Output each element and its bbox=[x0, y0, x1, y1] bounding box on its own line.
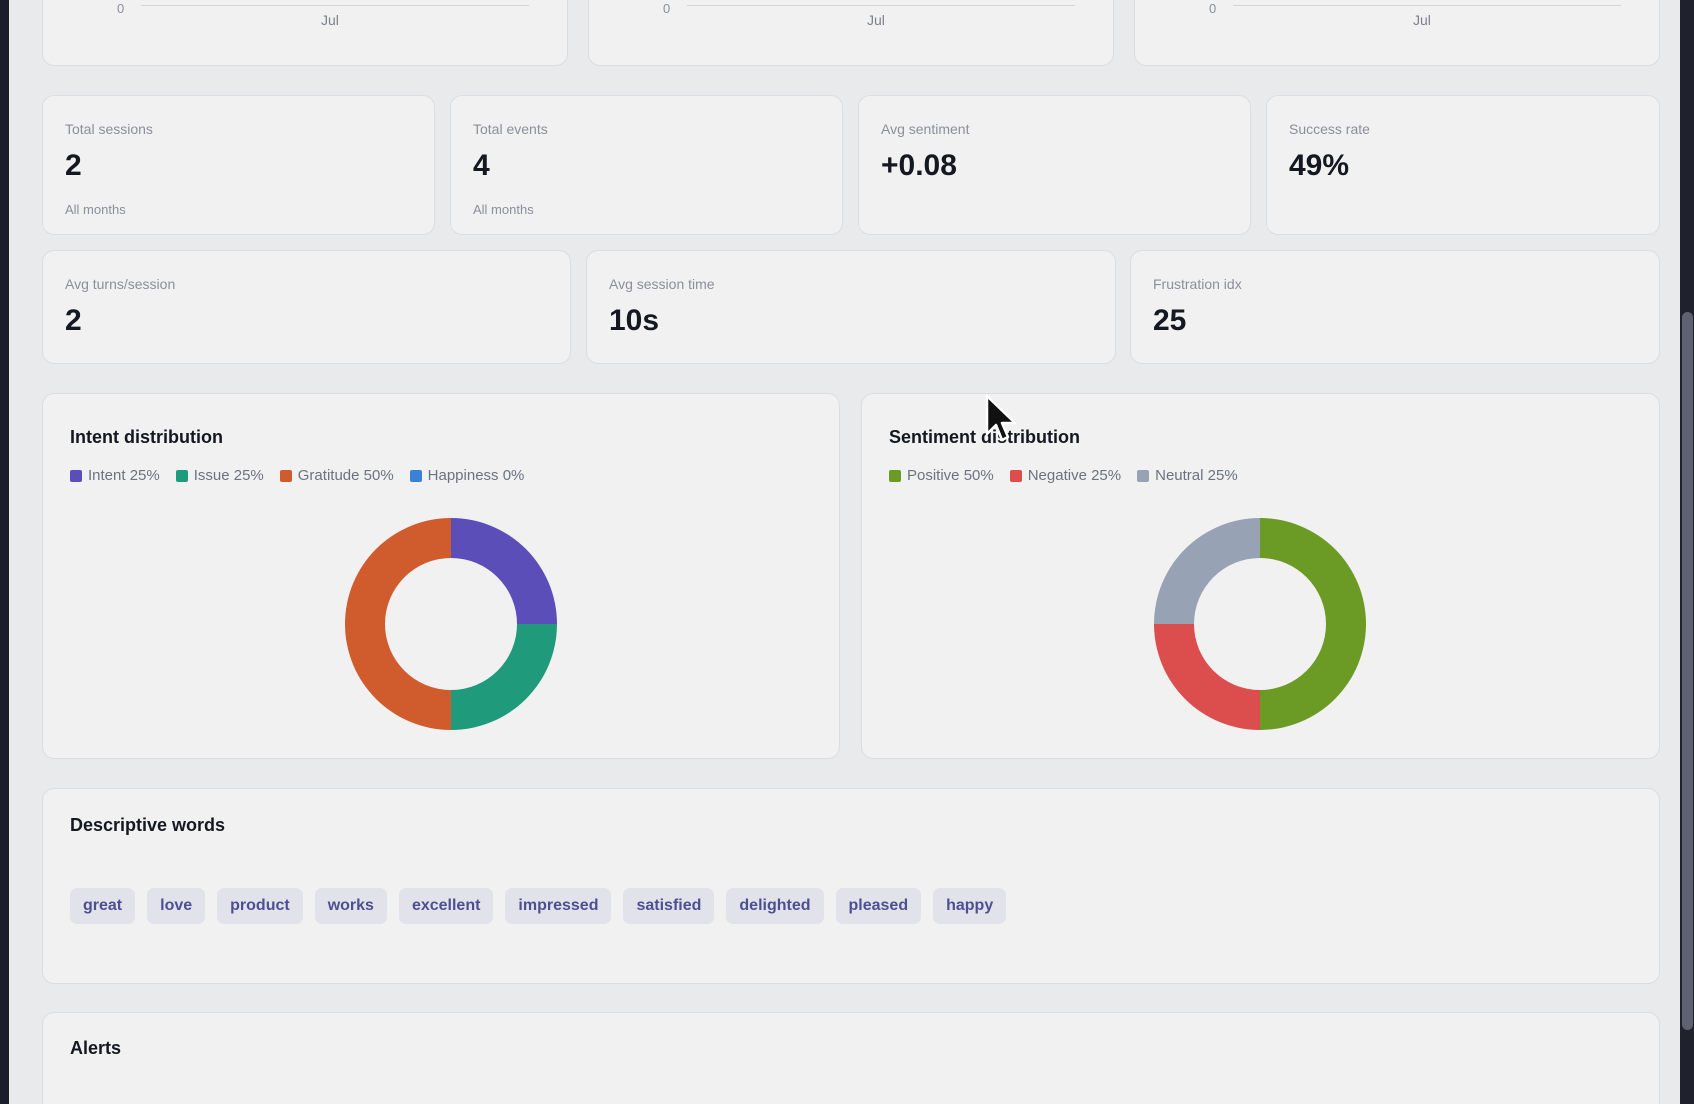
legend-label: Intent 25% bbox=[88, 467, 160, 484]
sentiment-distribution-panel: Sentiment distribution Positive 50% Negat… bbox=[861, 393, 1660, 759]
legend-swatch bbox=[1009, 469, 1022, 482]
stat-label: Frustration idx bbox=[1153, 276, 1242, 292]
alerts-panel: Alerts bbox=[42, 1012, 1660, 1104]
legend-swatch bbox=[889, 469, 901, 482]
word-chip[interactable]: delighted bbox=[726, 888, 824, 924]
legend-item: Neutral 25% bbox=[1137, 467, 1238, 484]
x-axis-line bbox=[141, 5, 529, 6]
legend-label: Positive 50% bbox=[907, 467, 994, 484]
stat-value: 2 bbox=[65, 304, 82, 337]
stat-card-avg-session-time: Avg session time 10s bbox=[586, 250, 1116, 364]
legend-label: Negative 25% bbox=[1027, 467, 1122, 484]
stat-label: Avg session time bbox=[609, 276, 715, 292]
stat-card-avg-sentiment: Avg sentiment +0.08 bbox=[858, 95, 1251, 235]
panel-title: Descriptive words bbox=[70, 815, 226, 835]
legend-label: Happiness 0% bbox=[427, 467, 525, 484]
chart-legend: Intent 25% Issue 25% Gratitude 50% Happines… bbox=[70, 467, 524, 484]
stat-value: 4 bbox=[473, 149, 490, 182]
legend-item: Issue 25% bbox=[175, 467, 264, 484]
panel-title: Alerts bbox=[70, 1038, 122, 1058]
y-axis-zero-label: 0 bbox=[1209, 1, 1217, 16]
legend-item: Negative 25% bbox=[1009, 467, 1122, 484]
stat-card-total-sessions: Total sessions 2 All months bbox=[42, 95, 435, 235]
panel-title: Sentiment distribution bbox=[889, 427, 1080, 447]
stat-value: 10s bbox=[609, 304, 660, 337]
legend-item: Happiness 0% bbox=[409, 467, 525, 484]
word-chip[interactable]: impressed bbox=[505, 888, 612, 924]
legend-label: Issue 25% bbox=[193, 467, 264, 484]
x-axis-label: Jul bbox=[867, 12, 885, 28]
stat-label: Success rate bbox=[1289, 121, 1370, 137]
intent-donut-chart bbox=[345, 518, 557, 730]
x-axis-label: Jul bbox=[1413, 12, 1431, 28]
stat-label: Avg turns/session bbox=[65, 276, 176, 292]
donut-slice-positive[interactable] bbox=[1260, 518, 1366, 730]
x-axis-line bbox=[1233, 5, 1621, 6]
mouse-cursor-icon bbox=[985, 394, 1017, 442]
legend-item: Gratitude 50% bbox=[279, 467, 394, 484]
descriptive-words-panel: Descriptive words great love product works e… bbox=[42, 788, 1660, 984]
mini-chart-card: 0 Jul bbox=[588, 0, 1114, 66]
stat-label: Total sessions bbox=[65, 121, 153, 137]
legend-label: Gratitude 50% bbox=[297, 467, 394, 484]
stat-label: Total events bbox=[473, 121, 548, 137]
legend-swatch bbox=[409, 469, 422, 482]
legend-label: Neutral 25% bbox=[1155, 467, 1238, 484]
stat-subtitle: All months bbox=[65, 202, 126, 217]
word-chip-list: great love product works excellent impressed s… bbox=[70, 888, 1007, 924]
stat-value: 49% bbox=[1289, 149, 1350, 182]
stat-subtitle: All months bbox=[473, 202, 534, 217]
y-axis-zero-label: 0 bbox=[663, 1, 671, 16]
y-axis-zero-label: 0 bbox=[117, 1, 125, 16]
sentiment-donut-chart bbox=[1154, 518, 1366, 730]
word-chip[interactable]: happy bbox=[933, 888, 1007, 924]
legend-swatch bbox=[279, 469, 292, 482]
stat-value: +0.08 bbox=[881, 149, 957, 182]
legend-item: Intent 25% bbox=[70, 467, 160, 484]
stat-card-success-rate: Success rate 49% bbox=[1266, 95, 1660, 235]
chart-legend: Positive 50% Negative 25% Neutral 25% bbox=[889, 467, 1238, 484]
legend-swatch bbox=[70, 469, 82, 482]
word-chip[interactable]: product bbox=[217, 888, 303, 924]
stat-value: 2 bbox=[65, 149, 82, 182]
word-chip[interactable]: great bbox=[70, 888, 136, 924]
legend-item: Positive 50% bbox=[889, 467, 994, 484]
donut-slice-negative[interactable] bbox=[1154, 624, 1260, 730]
stat-label: Avg sentiment bbox=[881, 121, 970, 137]
stat-value: 25 bbox=[1153, 304, 1187, 337]
word-chip[interactable]: excellent bbox=[398, 888, 494, 924]
donut-slice-intent[interactable] bbox=[451, 518, 557, 624]
stat-card-frustration-idx: Frustration idx 25 bbox=[1130, 250, 1660, 364]
legend-swatch bbox=[175, 469, 188, 482]
word-chip[interactable]: pleased bbox=[835, 888, 922, 924]
word-chip[interactable]: works bbox=[314, 888, 387, 924]
stat-card-avg-turns: Avg turns/session 2 bbox=[42, 250, 571, 364]
mini-chart-card: 0 Jul bbox=[42, 0, 568, 66]
legend-swatch bbox=[1137, 469, 1150, 482]
stat-card-total-events: Total events 4 All months bbox=[450, 95, 843, 235]
intent-distribution-panel: Intent distribution Intent 25% Issue 25% G… bbox=[42, 393, 840, 759]
donut-slice-neutral[interactable] bbox=[1154, 518, 1260, 624]
window-left-edge bbox=[0, 0, 9, 1104]
mini-chart-card: 0 Jul bbox=[1134, 0, 1660, 66]
word-chip[interactable]: satisfied bbox=[623, 888, 715, 924]
scrollbar-thumb[interactable] bbox=[1682, 312, 1693, 1030]
x-axis-label: Jul bbox=[321, 12, 339, 28]
x-axis-line bbox=[687, 5, 1075, 6]
donut-slice-issue[interactable] bbox=[451, 624, 557, 730]
panel-title: Intent distribution bbox=[70, 427, 223, 447]
donut-slice-gratitude[interactable] bbox=[345, 518, 451, 730]
word-chip[interactable]: love bbox=[147, 888, 206, 924]
